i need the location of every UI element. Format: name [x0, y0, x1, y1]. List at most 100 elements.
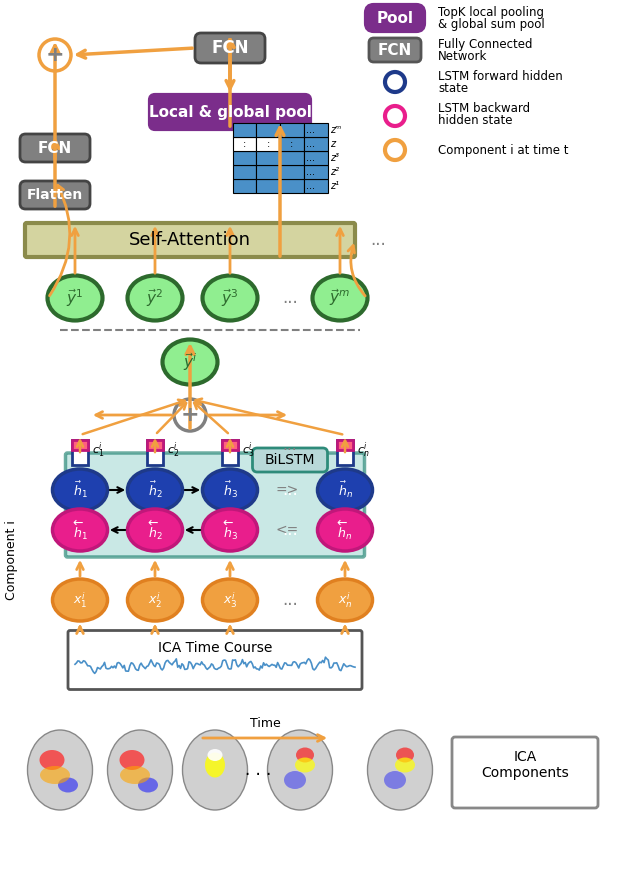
- Ellipse shape: [53, 509, 108, 551]
- Text: LSTM forward hidden: LSTM forward hidden: [438, 70, 563, 83]
- Text: ...: ...: [282, 481, 298, 499]
- FancyBboxPatch shape: [256, 137, 280, 151]
- FancyBboxPatch shape: [20, 134, 90, 162]
- FancyBboxPatch shape: [256, 165, 280, 179]
- Ellipse shape: [127, 275, 183, 320]
- Text: $\vec{y}^m$: $\vec{y}^m$: [330, 288, 351, 309]
- Text: Pool: Pool: [377, 11, 413, 26]
- Circle shape: [385, 140, 405, 160]
- Text: TopK local pooling: TopK local pooling: [438, 5, 544, 18]
- Ellipse shape: [268, 730, 332, 810]
- Text: $\vec{y}^3$: $\vec{y}^3$: [221, 287, 239, 309]
- FancyBboxPatch shape: [304, 137, 328, 151]
- FancyBboxPatch shape: [233, 137, 256, 151]
- Text: Time: Time: [250, 717, 280, 730]
- Text: $x^i_3$: $x^i_3$: [223, 590, 237, 610]
- Ellipse shape: [295, 758, 315, 773]
- Text: & global sum pool: & global sum pool: [438, 18, 545, 31]
- Ellipse shape: [39, 750, 65, 770]
- Text: $\overleftarrow{h}_3$: $\overleftarrow{h}_3$: [223, 518, 238, 541]
- Text: ICA Time Course: ICA Time Course: [158, 641, 272, 655]
- Text: $c^i_3$: $c^i_3$: [242, 440, 254, 459]
- Text: Self-Attention: Self-Attention: [129, 231, 251, 249]
- FancyBboxPatch shape: [366, 5, 424, 31]
- Ellipse shape: [202, 275, 257, 320]
- Text: BiLSTM: BiLSTM: [265, 453, 315, 467]
- Ellipse shape: [313, 275, 368, 320]
- Circle shape: [385, 106, 405, 126]
- Ellipse shape: [162, 340, 217, 385]
- Ellipse shape: [119, 750, 145, 770]
- Ellipse shape: [48, 275, 103, 320]
- FancyBboxPatch shape: [150, 95, 310, 129]
- FancyBboxPatch shape: [452, 737, 598, 808]
- Text: Local & global pool: Local & global pool: [148, 105, 311, 120]
- Text: ...: ...: [370, 231, 385, 249]
- Text: FCN: FCN: [211, 39, 249, 57]
- Circle shape: [39, 39, 71, 71]
- FancyBboxPatch shape: [280, 179, 304, 193]
- Text: +: +: [181, 405, 199, 425]
- Ellipse shape: [205, 752, 225, 778]
- Text: $\vec{h}_3$: $\vec{h}_3$: [223, 480, 238, 500]
- Text: ...: ...: [282, 521, 298, 539]
- Ellipse shape: [318, 509, 373, 551]
- FancyBboxPatch shape: [65, 453, 365, 557]
- Ellipse shape: [296, 747, 314, 762]
- FancyBboxPatch shape: [280, 137, 304, 151]
- Ellipse shape: [207, 749, 223, 761]
- Text: ...: ...: [306, 181, 315, 191]
- Ellipse shape: [318, 579, 373, 621]
- Ellipse shape: [202, 509, 257, 551]
- Ellipse shape: [202, 579, 257, 621]
- Circle shape: [174, 399, 206, 431]
- Text: ICA
Components: ICA Components: [481, 750, 569, 780]
- Text: $\vec{y}^1$: $\vec{y}^1$: [67, 287, 84, 309]
- Text: Fully Connected: Fully Connected: [438, 38, 533, 50]
- Ellipse shape: [58, 778, 78, 793]
- Ellipse shape: [183, 730, 247, 810]
- FancyBboxPatch shape: [72, 440, 88, 450]
- FancyBboxPatch shape: [337, 440, 353, 450]
- FancyBboxPatch shape: [280, 151, 304, 165]
- Text: :: :: [290, 139, 294, 149]
- FancyBboxPatch shape: [233, 179, 256, 193]
- FancyBboxPatch shape: [222, 440, 238, 450]
- Text: ...: ...: [306, 139, 315, 149]
- Ellipse shape: [396, 747, 414, 762]
- FancyBboxPatch shape: [280, 165, 304, 179]
- FancyBboxPatch shape: [280, 123, 304, 137]
- Text: ...: ...: [306, 153, 315, 163]
- Text: :: :: [266, 139, 269, 149]
- Ellipse shape: [108, 730, 172, 810]
- Text: $c^i_2$: $c^i_2$: [167, 440, 179, 459]
- Text: Flatten: Flatten: [27, 188, 83, 202]
- Text: <=: <=: [276, 523, 299, 537]
- Ellipse shape: [27, 730, 93, 810]
- Ellipse shape: [395, 758, 415, 773]
- Ellipse shape: [40, 766, 70, 784]
- Text: zᵐ: zᵐ: [330, 125, 342, 135]
- FancyBboxPatch shape: [337, 440, 353, 465]
- Text: $c^i_1$: $c^i_1$: [92, 440, 105, 459]
- Ellipse shape: [138, 778, 158, 793]
- FancyBboxPatch shape: [222, 440, 238, 465]
- FancyBboxPatch shape: [233, 151, 256, 165]
- Text: LSTM backward: LSTM backward: [438, 101, 530, 114]
- Text: $\overleftarrow{h}_n$: $\overleftarrow{h}_n$: [337, 518, 353, 541]
- Ellipse shape: [127, 469, 183, 511]
- FancyBboxPatch shape: [20, 181, 90, 209]
- Text: $\vec{h}_2$: $\vec{h}_2$: [148, 480, 162, 500]
- Ellipse shape: [120, 766, 150, 784]
- Ellipse shape: [53, 579, 108, 621]
- Text: $x^i_1$: $x^i_1$: [73, 590, 87, 610]
- Ellipse shape: [53, 469, 108, 511]
- FancyBboxPatch shape: [256, 151, 280, 165]
- FancyBboxPatch shape: [147, 440, 163, 450]
- Text: +: +: [46, 45, 64, 65]
- Ellipse shape: [127, 579, 183, 621]
- Text: FCN: FCN: [38, 141, 72, 156]
- Text: . . .: . . .: [245, 761, 271, 779]
- Ellipse shape: [384, 771, 406, 789]
- Text: FCN: FCN: [378, 42, 412, 57]
